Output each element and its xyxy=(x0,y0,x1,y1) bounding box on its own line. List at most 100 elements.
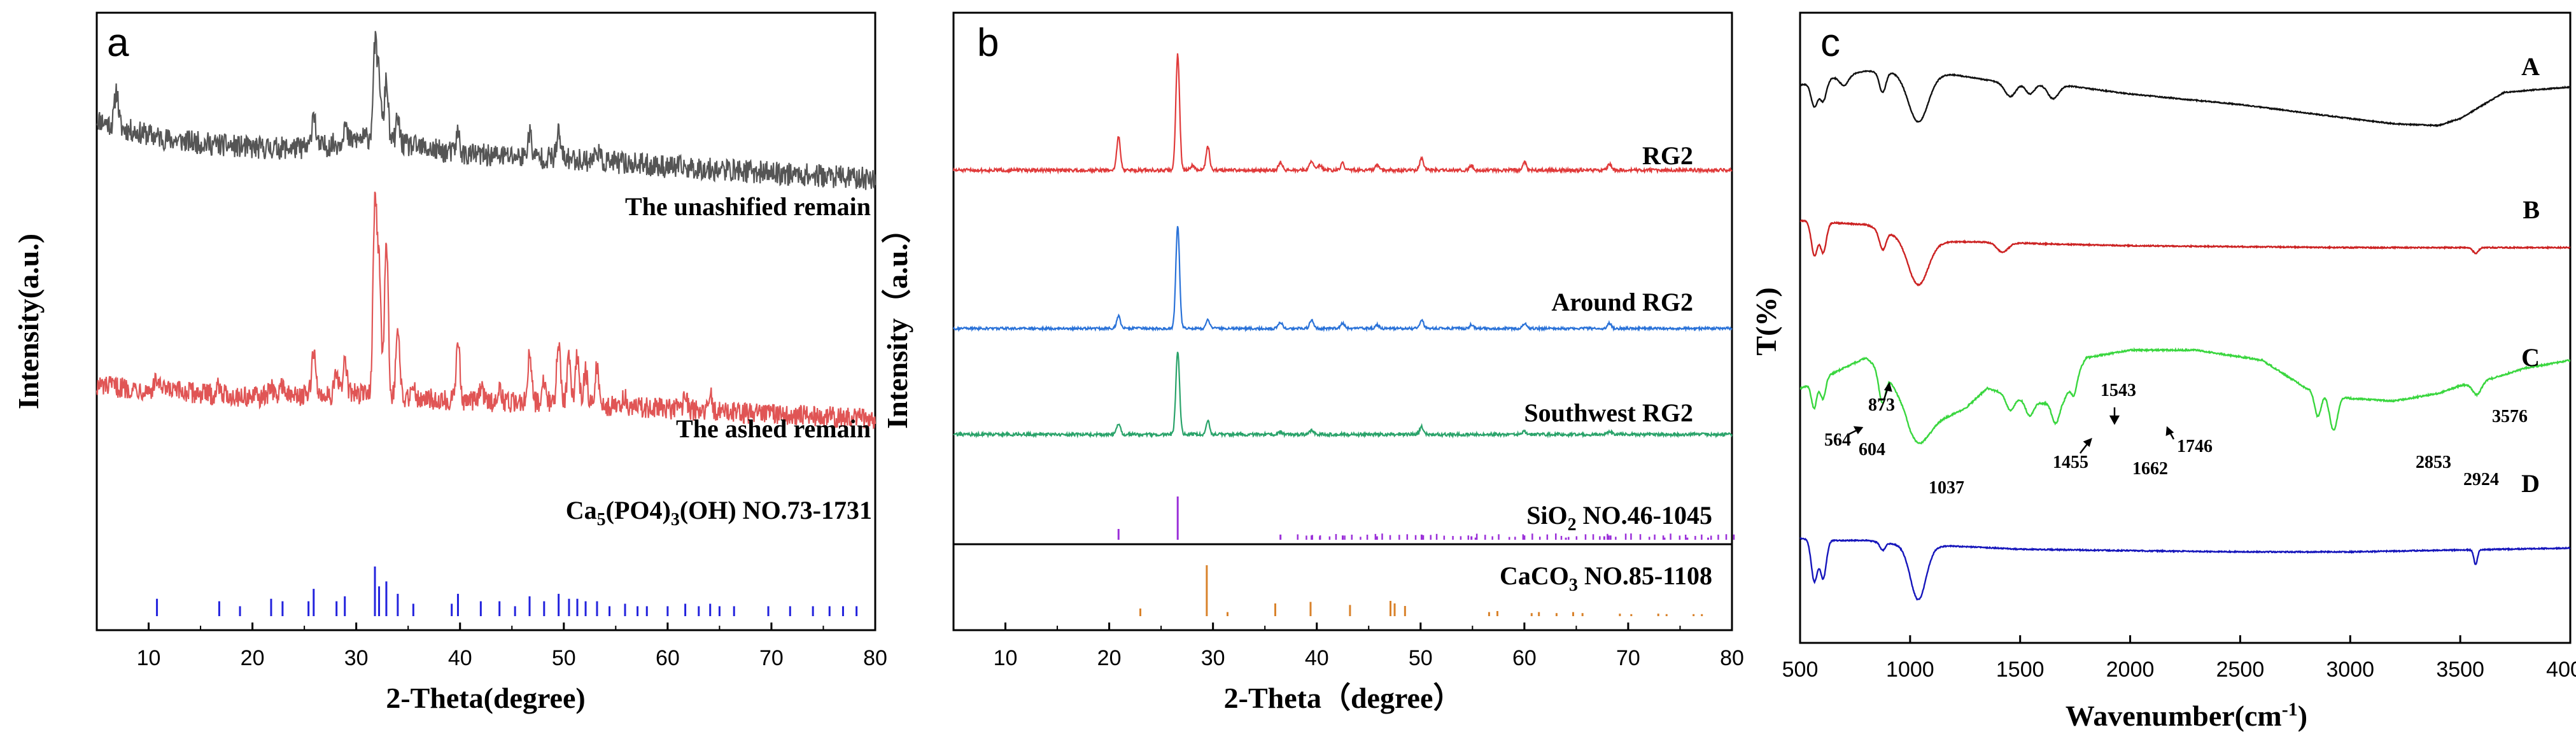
series-label-rg2: RG2 xyxy=(1642,141,1693,170)
ftir-line-a xyxy=(1799,69,2571,127)
series-label-unashified: The unashified remain xyxy=(625,192,871,221)
panel-c-x-ticks: 500 1000 1500 2000 2500 3000 3500 4000 xyxy=(1782,635,2576,682)
ftir-line-d xyxy=(1799,537,2571,601)
annotation-564: 564 xyxy=(1824,430,1851,450)
series-label-b: B xyxy=(2523,195,2540,224)
series-label-a: A xyxy=(2521,52,2540,81)
panel-a-y-label: Intensity(a.u.) xyxy=(12,234,45,409)
series-line-around-rg2 xyxy=(953,226,1733,333)
x-tick-label-500: 500 xyxy=(1782,658,1819,682)
ref-label-suffix: (OH) NO.73-1731 xyxy=(680,496,872,524)
panel-b-y-label: Intensity（a.u.） xyxy=(881,214,913,428)
x-tick-label-1500: 1500 xyxy=(1996,658,2045,682)
series-label-c: C xyxy=(2521,343,2540,372)
x-tick-label-50: 50 xyxy=(1409,646,1433,670)
x-tick-label-3000: 3000 xyxy=(2326,658,2374,682)
panel-c-x-label-main: Wavenumber(cm xyxy=(2066,700,2282,732)
x-tick-label-30: 30 xyxy=(1201,646,1225,670)
panel-b: b RG2 Around RG2 Southwest RG2 SiO2 NO.4… xyxy=(881,11,1744,714)
reference-label-hydroxyapatite: Ca5(PO4)3(OH) NO.73-1731 xyxy=(566,496,872,530)
x-tick-label-50: 50 xyxy=(552,646,576,670)
panel-b-reference-sticks xyxy=(1117,496,1735,616)
ftir-line-b xyxy=(1799,219,2571,286)
annotation-604: 604 xyxy=(1859,440,1885,460)
x-tick-label-60: 60 xyxy=(1512,646,1537,670)
series-label-d: D xyxy=(2521,469,2540,498)
panel-c: c A B C D 564 604 873 1037 1455 1543 166… xyxy=(1750,11,2576,732)
panel-c-frame xyxy=(1799,11,2572,644)
caco3-label-suffix: NO.85-1108 xyxy=(1578,561,1712,590)
annotation-1543: 1543 xyxy=(2101,381,2136,400)
panel-b-frame xyxy=(952,11,1733,631)
sio2-label-main: SiO xyxy=(1526,501,1567,530)
x-tick-label-1000: 1000 xyxy=(1886,658,1934,682)
panel-a: a The unashified remain The ashed remain… xyxy=(12,11,887,714)
annotation-1662: 1662 xyxy=(2132,459,2168,479)
x-tick-label-20: 20 xyxy=(1097,646,1122,670)
caco3-label-main: CaCO xyxy=(1500,561,1569,590)
panel-b-x-label: 2-Theta（degree） xyxy=(1224,682,1463,714)
panel-b-curves xyxy=(952,53,1733,439)
x-tick-label-40: 40 xyxy=(1305,646,1329,670)
ref-label-prefix: Ca xyxy=(566,496,597,524)
panel-a-curves xyxy=(95,31,876,430)
series-line-rg2 xyxy=(952,53,1733,175)
ftir-line-c xyxy=(1799,347,2571,445)
arrow-1543-head xyxy=(2109,415,2120,425)
x-tick-label-10: 10 xyxy=(137,646,161,670)
x-tick-label-60: 60 xyxy=(656,646,680,670)
series-line-the-unashified-remain xyxy=(96,31,876,190)
ref-label-mid: (PO4) xyxy=(606,496,671,524)
panel-c-curves xyxy=(1799,69,2571,601)
panel-a-frame xyxy=(95,11,876,631)
x-tick-label-40: 40 xyxy=(448,646,472,670)
reference-label-sio2: SiO2 NO.46-1045 xyxy=(1526,501,1712,535)
x-tick-label-10: 10 xyxy=(994,646,1018,670)
ref-label-sub2: 3 xyxy=(671,510,680,530)
annotation-2924: 2924 xyxy=(2463,470,2499,489)
series-label-southwest-rg2: Southwest RG2 xyxy=(1524,398,1693,427)
panel-c-x-label-sup: -1 xyxy=(2282,699,2298,720)
x-tick-label-30: 30 xyxy=(344,646,369,670)
series-line-southwest-rg2 xyxy=(953,351,1733,439)
annotation-3576: 3576 xyxy=(2492,407,2528,426)
panel-c-tag: c xyxy=(1820,21,1840,65)
annotation-1746: 1746 xyxy=(2177,437,2213,456)
x-tick-label-80: 80 xyxy=(1720,646,1744,670)
x-tick-label-70: 70 xyxy=(1616,646,1640,670)
panel-b-tag: b xyxy=(977,21,999,65)
x-tick-label-20: 20 xyxy=(241,646,265,670)
panel-a-tag: a xyxy=(107,21,129,65)
panel-c-x-label: Wavenumber(cm-1) xyxy=(2066,699,2307,732)
annotation-1455: 1455 xyxy=(2053,453,2088,472)
panel-a-x-ticks: 10 20 30 40 50 60 70 80 xyxy=(96,623,887,670)
annotation-arrows xyxy=(1848,382,2175,454)
series-label-ashed: The ashed remain xyxy=(676,414,871,443)
annotation-1037: 1037 xyxy=(1929,478,1964,498)
panel-a-x-label: 2-Theta(degree) xyxy=(386,682,585,714)
x-tick-label-2500: 2500 xyxy=(2216,658,2265,682)
caco3-label-sub: 3 xyxy=(1569,575,1578,595)
arrow-1455-head xyxy=(2083,437,2092,447)
x-tick-label-4000: 4000 xyxy=(2546,658,2576,682)
ref-label-sub1: 5 xyxy=(597,510,606,530)
arrow-873-head xyxy=(1883,382,1892,392)
arrow-604-head xyxy=(1853,426,1864,435)
series-line-the-ashed-remain xyxy=(95,191,876,430)
sio2-label-sub: 2 xyxy=(1568,515,1577,535)
arrow-1746-head xyxy=(2165,426,2174,437)
x-tick-label-80: 80 xyxy=(863,646,887,670)
annotation-2853: 2853 xyxy=(2416,453,2451,472)
annotation-873: 873 xyxy=(1868,395,1895,415)
panel-c-x-label-end: ) xyxy=(2298,700,2307,732)
sio2-label-suffix: NO.46-1045 xyxy=(1577,501,1712,530)
panel-a-reference-sticks xyxy=(156,567,858,616)
series-label-around-rg2: Around RG2 xyxy=(1551,288,1693,316)
panel-b-x-ticks: 10 20 30 40 50 60 70 80 xyxy=(953,623,1744,670)
panel-c-y-label: T(%) xyxy=(1750,287,1782,355)
x-tick-label-3500: 3500 xyxy=(2436,658,2484,682)
x-tick-label-2000: 2000 xyxy=(2106,658,2155,682)
x-tick-label-70: 70 xyxy=(759,646,784,670)
reference-label-caco3: CaCO3 NO.85-1108 xyxy=(1500,561,1712,595)
